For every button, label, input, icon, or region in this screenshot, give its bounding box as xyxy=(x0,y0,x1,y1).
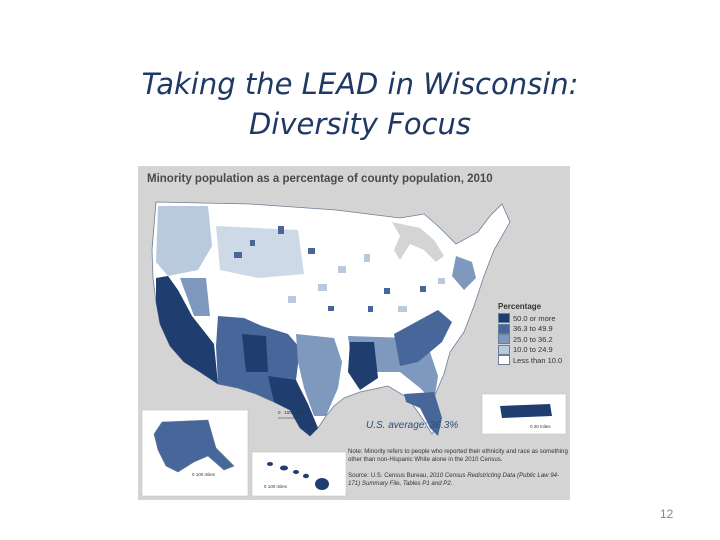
legend-item: 10.0 to 24.9 xyxy=(498,344,568,356)
source-suffix: (Public Law 94-171) Summary File, Tables… xyxy=(348,472,560,487)
legend-swatch xyxy=(498,344,510,355)
legend-item: 50.0 or more xyxy=(498,313,568,324)
legend-label: 36.3 to 49.9 xyxy=(513,324,553,334)
hawaii-inset xyxy=(251,451,347,497)
scale-bar-hawaii: 0 100 miles xyxy=(264,484,287,489)
legend-label: 10.0 to 24.9 xyxy=(513,345,553,355)
northeast-corridor xyxy=(452,256,476,290)
scale-zero: 0 xyxy=(530,424,533,429)
plains-region xyxy=(216,226,304,278)
nevada-region xyxy=(180,278,210,316)
source-title: 2010 Census Redistricting Data xyxy=(429,472,516,479)
legend-item: 25.0 to 36.2 xyxy=(498,334,568,345)
county-cells xyxy=(234,226,426,312)
legend-swatch xyxy=(498,355,510,366)
legend-swatch xyxy=(498,313,510,324)
minority-population-map: Minority population as a percentage of c… xyxy=(138,166,570,500)
legend-swatch xyxy=(498,334,510,345)
scale-distance: 100 miles xyxy=(284,410,304,415)
texas-border-region xyxy=(268,376,318,436)
us-average-label: U.S. average: 36.3% xyxy=(366,420,459,431)
scale-bar-main: 0 100 miles xyxy=(278,410,304,415)
mississippi-delta-region xyxy=(348,342,378,390)
scale-distance: 100 miles xyxy=(267,484,288,489)
map-note: Note: Minority refers to people who repo… xyxy=(348,448,568,463)
title-line-2: Diversity Focus xyxy=(248,107,472,141)
legend-label: Less than 10.0 xyxy=(513,355,563,365)
legend: Percentage 50.0 or more 36.3 to 49.9 25.… xyxy=(498,302,568,366)
county-cells-light xyxy=(288,254,445,312)
california-region xyxy=(156,276,218,384)
new-mexico-region xyxy=(242,334,268,372)
title-line-1: Taking the LEAD in Wisconsin: xyxy=(141,67,579,101)
legend-title: Percentage xyxy=(498,302,542,311)
slide-title: Taking the LEAD in Wisconsin: Diversity … xyxy=(0,64,720,144)
scale-zero: 0 xyxy=(278,410,281,415)
scale-bar-puerto-rico: 0 20 miles xyxy=(530,424,551,429)
texas-region xyxy=(296,334,342,416)
scale-zero: 0 xyxy=(264,484,267,489)
legend-item: 36.3 to 49.9 xyxy=(498,323,568,335)
map-heading: Minority population as a percentage of c… xyxy=(147,173,493,185)
hawaii-islands xyxy=(267,462,329,490)
legend-label: 25.0 to 36.2 xyxy=(513,334,553,344)
georgia-carolina-belt xyxy=(394,310,452,366)
scale-bar-alaska: 0 100 miles xyxy=(192,472,215,477)
source-prefix: Source: U.S. Census Bureau, xyxy=(348,472,430,479)
map-source: Source: U.S. Census Bureau, 2010 Census … xyxy=(348,472,570,487)
northwest-region xyxy=(156,206,212,276)
legend-label: 50.0 or more xyxy=(513,313,556,323)
scale-distance: 20 miles xyxy=(533,424,551,429)
alaska-shape xyxy=(153,419,235,473)
legend-item: Less than 10.0 xyxy=(498,355,568,366)
great-lakes xyxy=(392,222,444,262)
florida-region xyxy=(404,392,442,436)
scale-zero: 0 xyxy=(192,472,195,477)
legend-swatch xyxy=(498,323,510,334)
us-county-map xyxy=(141,201,567,497)
puerto-rico-shape xyxy=(500,404,552,418)
page-number: 12 xyxy=(660,507,674,521)
scale-distance: 100 miles xyxy=(195,472,216,477)
